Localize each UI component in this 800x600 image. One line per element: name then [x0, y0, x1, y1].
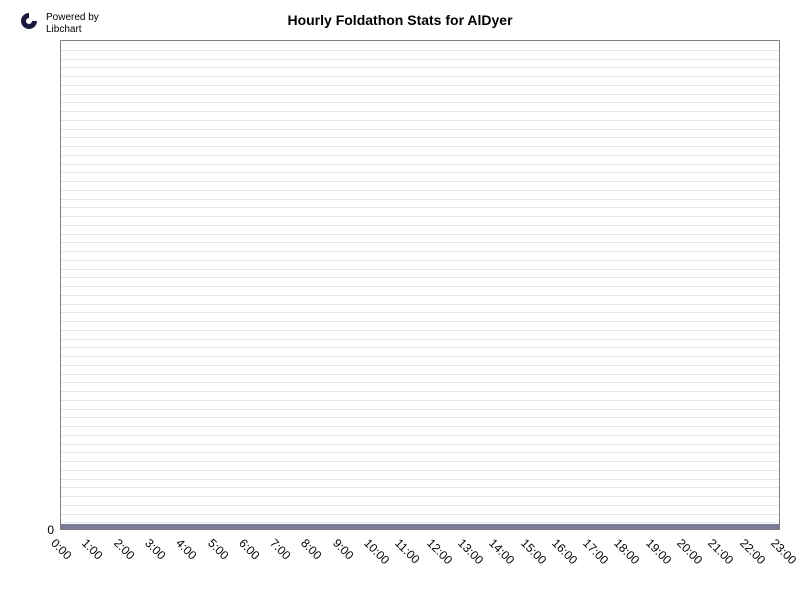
xtick-label: 7:00 — [267, 536, 293, 562]
xtick-label: 13:00 — [455, 536, 486, 567]
plot-area — [60, 40, 780, 530]
gridline — [61, 94, 779, 95]
gridline — [61, 137, 779, 138]
gridline — [61, 260, 779, 261]
xtick-label: 20:00 — [674, 536, 705, 567]
xtick-label: 16:00 — [549, 536, 580, 567]
xtick-label: 0:00 — [48, 536, 74, 562]
gridline — [61, 67, 779, 68]
chart-title: Hourly Foldathon Stats for AlDyer — [0, 12, 800, 28]
gridline — [61, 129, 779, 130]
gridline — [61, 382, 779, 383]
gridline — [61, 435, 779, 436]
gridline — [61, 321, 779, 322]
xtick-label: 22:00 — [737, 536, 768, 567]
gridline — [61, 207, 779, 208]
gridline — [61, 199, 779, 200]
gridline — [61, 111, 779, 112]
gridline — [61, 330, 779, 331]
gridline — [61, 172, 779, 173]
gridline — [61, 85, 779, 86]
xtick-label: 19:00 — [643, 536, 674, 567]
gridline — [61, 479, 779, 480]
gridline — [61, 365, 779, 366]
xtick-label: 5:00 — [205, 536, 231, 562]
xtick-label: 12:00 — [424, 536, 455, 567]
gridline — [61, 487, 779, 488]
gridline — [61, 59, 779, 60]
plot-wrap: 0 — [60, 40, 780, 530]
gridline — [61, 470, 779, 471]
ytick-label-0: 0 — [47, 523, 54, 537]
gridline — [61, 181, 779, 182]
gridline — [61, 269, 779, 270]
gridline — [61, 505, 779, 506]
gridline — [61, 251, 779, 252]
gridline — [61, 496, 779, 497]
gridline — [61, 155, 779, 156]
gridline — [61, 374, 779, 375]
gridline — [61, 76, 779, 77]
gridline — [61, 426, 779, 427]
xtick-label: 3:00 — [142, 536, 168, 562]
xtick-label: 15:00 — [518, 536, 549, 567]
gridline — [61, 356, 779, 357]
xtick-label: 2:00 — [111, 536, 137, 562]
xtick-label: 18:00 — [612, 536, 643, 567]
xticks-container: 0:001:002:003:004:005:006:007:008:009:00… — [60, 530, 780, 590]
plot-bottom-band — [61, 524, 779, 529]
gridline — [61, 312, 779, 313]
gridline — [61, 339, 779, 340]
gridline — [61, 347, 779, 348]
gridline — [61, 190, 779, 191]
gridline — [61, 164, 779, 165]
xtick-label: 21:00 — [705, 536, 736, 567]
xtick-label: 8:00 — [299, 536, 325, 562]
xtick-label: 17:00 — [580, 536, 611, 567]
gridline — [61, 417, 779, 418]
gridline — [61, 461, 779, 462]
xtick-label: 9:00 — [330, 536, 356, 562]
xtick-label: 10:00 — [361, 536, 392, 567]
gridline — [61, 522, 779, 523]
gridline — [61, 295, 779, 296]
gridline — [61, 452, 779, 453]
gridline — [61, 444, 779, 445]
gridline — [61, 514, 779, 515]
gridline — [61, 146, 779, 147]
gridline — [61, 409, 779, 410]
xtick-label: 6:00 — [236, 536, 262, 562]
gridline — [61, 234, 779, 235]
xtick-label: 23:00 — [768, 536, 799, 567]
gridline — [61, 102, 779, 103]
gridline — [61, 391, 779, 392]
xtick-label: 14:00 — [486, 536, 517, 567]
gridline — [61, 216, 779, 217]
xtick-label: 1:00 — [79, 536, 105, 562]
xtick-label: 11:00 — [392, 536, 423, 567]
gridline — [61, 286, 779, 287]
gridline — [61, 242, 779, 243]
gridline — [61, 225, 779, 226]
gridline — [61, 304, 779, 305]
gridline — [61, 400, 779, 401]
gridline — [61, 277, 779, 278]
gridline — [61, 50, 779, 51]
xtick-label: 4:00 — [173, 536, 199, 562]
gridline — [61, 120, 779, 121]
